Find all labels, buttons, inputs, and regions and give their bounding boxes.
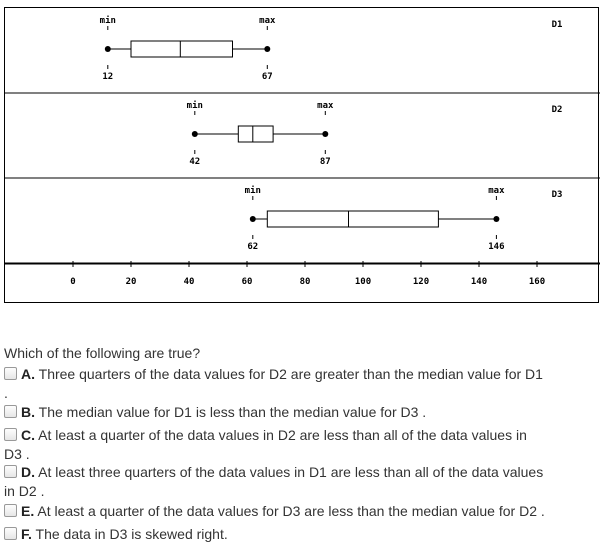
option-b-text: The median value for D1 is less than the… — [38, 404, 427, 420]
option-b[interactable]: B. The median value for D1 is less than … — [4, 403, 604, 422]
option-d-letter: D. — [21, 464, 35, 480]
d1-min-label: min — [100, 15, 116, 26]
d3-min-value-label: 62 — [247, 242, 258, 252]
option-a-continuation: . — [4, 385, 8, 401]
option-e-text: At least a quarter of the data values fo… — [37, 503, 545, 519]
d3-series-label: D3 — [552, 190, 563, 200]
d1-max-point — [264, 46, 271, 52]
option-a[interactable]: A. Three quarters of the data values for… — [4, 365, 604, 403]
d1-min-point — [104, 46, 111, 52]
x-tick-label-20: 20 — [126, 277, 137, 287]
option-c-letter: C. — [21, 427, 35, 443]
x-tick-label-120: 120 — [413, 277, 429, 287]
x-tick-label-40: 40 — [184, 277, 195, 287]
d1-series-label: D1 — [552, 20, 563, 30]
option-b-letter: B. — [21, 404, 35, 420]
option-f-checkbox[interactable] — [4, 527, 17, 540]
option-c[interactable]: C. At least a quarter of the data values… — [4, 426, 604, 464]
d3-max-value-label: 146 — [488, 242, 504, 252]
option-d-checkbox[interactable] — [4, 465, 17, 478]
d1-max-label: max — [259, 16, 276, 26]
box-plot-chart: min max 12 67 D1 min max 42 87 D2 min max 62 146 D3 0 20… — [4, 7, 600, 303]
d2-min-value-label: 42 — [189, 157, 200, 167]
d1-box — [130, 40, 233, 58]
option-e-checkbox[interactable] — [4, 504, 17, 517]
option-f-letter: F. — [21, 526, 32, 542]
x-tick-label-0: 0 — [70, 277, 75, 287]
d2-min-point — [191, 131, 198, 137]
d1-min-value-label: 12 — [102, 72, 113, 82]
option-e[interactable]: E. At least a quarter of the data values… — [4, 502, 604, 521]
option-c-continuation: D3 . — [4, 446, 30, 462]
d2-box — [237, 125, 274, 143]
option-c-text: At least a quarter of the data values in… — [38, 427, 527, 443]
option-d-text: At least three quarters of the data valu… — [38, 464, 544, 480]
d2-max-value-label: 87 — [320, 157, 331, 167]
x-tick-label-140: 140 — [471, 277, 487, 287]
option-a-checkbox[interactable] — [4, 367, 17, 380]
question-text: Which of the following are true? — [4, 345, 201, 361]
d3-max-label: max — [488, 186, 505, 196]
option-b-checkbox[interactable] — [4, 405, 17, 418]
d3-box — [266, 210, 439, 228]
d2-min-label: min — [187, 100, 203, 111]
x-tick-label-100: 100 — [355, 277, 371, 287]
x-tick-label-80: 80 — [300, 277, 311, 287]
option-f-text: The data in D3 is skewed right. — [35, 526, 228, 542]
x-tick-label-160: 160 — [529, 277, 545, 287]
d3-max-point — [493, 216, 500, 222]
d2-series-label: D2 — [552, 105, 563, 115]
option-d[interactable]: D. At least three quarters of the data v… — [4, 463, 604, 501]
option-d-continuation: in D2 . — [4, 483, 45, 499]
option-e-letter: E. — [21, 503, 35, 519]
option-f[interactable]: F. The data in D3 is skewed right. — [4, 525, 604, 544]
x-tick-label-60: 60 — [242, 277, 253, 287]
d1-max-value-label: 67 — [262, 72, 273, 82]
option-a-letter: A. — [21, 366, 35, 382]
option-c-checkbox[interactable] — [4, 428, 17, 441]
option-a-text: Three quarters of the data values for D2… — [38, 366, 543, 382]
d3-min-point — [249, 216, 256, 222]
d2-max-point — [322, 131, 329, 137]
d3-min-label: min — [245, 185, 261, 196]
d2-max-label: max — [317, 101, 334, 111]
box-plot-svg: min max 12 67 D1 min max 42 87 D2 min max 62 146 D3 0 20… — [5, 15, 600, 287]
